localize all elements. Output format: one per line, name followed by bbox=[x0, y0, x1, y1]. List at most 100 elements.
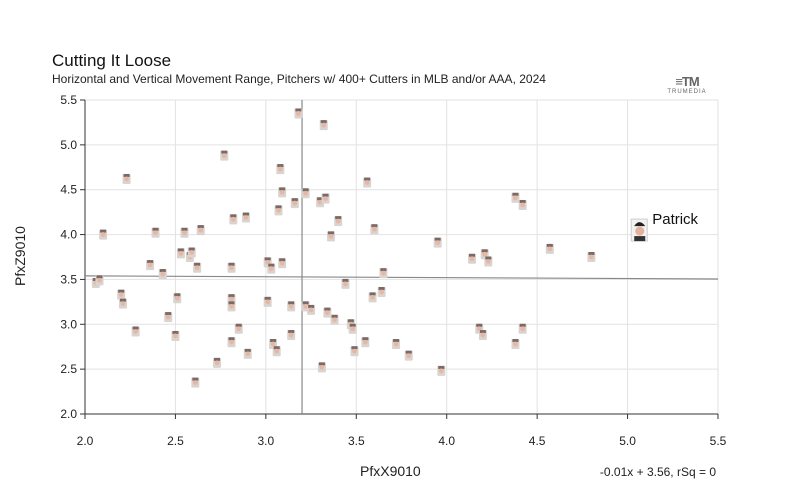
data-point-cap bbox=[228, 294, 235, 298]
data-point[interactable] bbox=[213, 357, 222, 368]
data-point[interactable] bbox=[518, 323, 527, 334]
data-point[interactable] bbox=[368, 292, 377, 303]
data-point[interactable] bbox=[173, 293, 182, 304]
data-point[interactable] bbox=[234, 323, 243, 334]
data-point[interactable] bbox=[545, 243, 554, 254]
data-point-cap bbox=[119, 298, 126, 302]
data-point-face bbox=[513, 195, 518, 201]
data-point[interactable] bbox=[361, 337, 370, 348]
data-point[interactable] bbox=[468, 253, 477, 264]
data-point[interactable] bbox=[241, 212, 250, 223]
data-point[interactable] bbox=[146, 260, 155, 271]
data-point-cap bbox=[242, 212, 249, 216]
data-point-face bbox=[118, 292, 124, 298]
data-point[interactable] bbox=[180, 227, 189, 238]
y-tick-label: 2.5 bbox=[60, 362, 77, 376]
data-point-cap bbox=[512, 192, 519, 196]
data-point[interactable] bbox=[330, 314, 339, 325]
data-point[interactable] bbox=[187, 247, 196, 258]
data-point[interactable] bbox=[290, 198, 299, 209]
data-point-face bbox=[406, 353, 412, 359]
data-point-cap bbox=[244, 348, 251, 352]
data-point[interactable] bbox=[478, 330, 487, 341]
data-point[interactable] bbox=[117, 289, 126, 300]
data-point[interactable] bbox=[301, 188, 310, 199]
data-point-face bbox=[165, 314, 171, 320]
data-point[interactable] bbox=[176, 248, 185, 259]
data-point[interactable] bbox=[511, 339, 520, 350]
data-point[interactable] bbox=[158, 269, 167, 280]
data-point[interactable] bbox=[404, 350, 413, 361]
data-point[interactable] bbox=[118, 298, 127, 309]
data-point-face bbox=[303, 303, 309, 309]
data-point[interactable] bbox=[267, 263, 276, 274]
data-point[interactable] bbox=[307, 304, 316, 315]
data-point[interactable] bbox=[287, 301, 296, 312]
data-point-cap bbox=[235, 323, 242, 327]
data-point[interactable] bbox=[587, 252, 596, 262]
data-point[interactable] bbox=[323, 307, 332, 318]
data-point[interactable] bbox=[379, 268, 388, 279]
data-point[interactable] bbox=[433, 237, 442, 248]
data-point[interactable] bbox=[171, 330, 180, 341]
data-point-cap bbox=[279, 258, 286, 262]
data-point[interactable] bbox=[272, 346, 281, 357]
data-point-face bbox=[350, 326, 356, 332]
data-point-face bbox=[328, 233, 334, 239]
data-point[interactable] bbox=[220, 150, 229, 161]
data-point[interactable] bbox=[196, 225, 205, 236]
data-point[interactable] bbox=[341, 278, 350, 289]
data-point[interactable] bbox=[164, 312, 173, 323]
data-point-cap bbox=[147, 260, 154, 264]
data-point[interactable] bbox=[317, 362, 326, 373]
data-point[interactable] bbox=[243, 348, 252, 359]
data-point-cap bbox=[324, 307, 331, 311]
data-point[interactable] bbox=[227, 262, 236, 273]
data-point-face bbox=[178, 251, 184, 256]
data-point-face bbox=[182, 230, 187, 236]
data-point[interactable] bbox=[278, 258, 287, 269]
data-point[interactable] bbox=[276, 164, 285, 175]
data-point-face bbox=[221, 153, 227, 159]
data-point[interactable] bbox=[437, 365, 446, 376]
data-point-cap bbox=[264, 296, 271, 300]
data-point[interactable] bbox=[95, 275, 104, 286]
data-point[interactable] bbox=[350, 346, 359, 357]
data-point[interactable] bbox=[131, 326, 140, 337]
data-point[interactable] bbox=[227, 337, 236, 348]
data-point[interactable] bbox=[274, 205, 283, 216]
data-point[interactable] bbox=[484, 256, 493, 267]
data-point[interactable] bbox=[321, 193, 330, 204]
data-point[interactable] bbox=[122, 173, 131, 184]
data-point[interactable] bbox=[370, 224, 379, 235]
x-tick-label: 4.5 bbox=[529, 434, 546, 448]
data-point[interactable] bbox=[518, 199, 527, 210]
data-point[interactable] bbox=[287, 330, 296, 341]
data-point-face bbox=[160, 271, 166, 277]
data-point[interactable] bbox=[263, 296, 272, 307]
data-point[interactable] bbox=[278, 187, 287, 198]
data-point[interactable] bbox=[326, 231, 335, 242]
data-point[interactable] bbox=[294, 108, 303, 119]
x-tick-label: 5.5 bbox=[710, 434, 727, 448]
data-point[interactable] bbox=[229, 214, 238, 225]
data-point[interactable] bbox=[193, 262, 202, 273]
data-point[interactable] bbox=[363, 177, 372, 188]
data-point-cap bbox=[221, 150, 228, 154]
highlight-point[interactable] bbox=[630, 218, 648, 242]
data-point-cap bbox=[188, 247, 195, 251]
data-point[interactable] bbox=[348, 323, 357, 334]
data-point[interactable] bbox=[377, 286, 386, 297]
data-point[interactable] bbox=[151, 227, 160, 238]
data-point[interactable] bbox=[511, 192, 520, 203]
data-point[interactable] bbox=[334, 216, 343, 227]
data-point-face bbox=[236, 326, 242, 332]
data-point[interactable] bbox=[191, 377, 200, 388]
data-point[interactable] bbox=[227, 301, 236, 312]
data-point-face bbox=[229, 296, 234, 302]
x-tick-label: 2.0 bbox=[77, 434, 94, 448]
x-tick-label: 5.0 bbox=[619, 434, 636, 448]
data-point[interactable] bbox=[99, 229, 108, 240]
data-point[interactable] bbox=[392, 339, 401, 350]
data-point[interactable] bbox=[319, 120, 328, 131]
